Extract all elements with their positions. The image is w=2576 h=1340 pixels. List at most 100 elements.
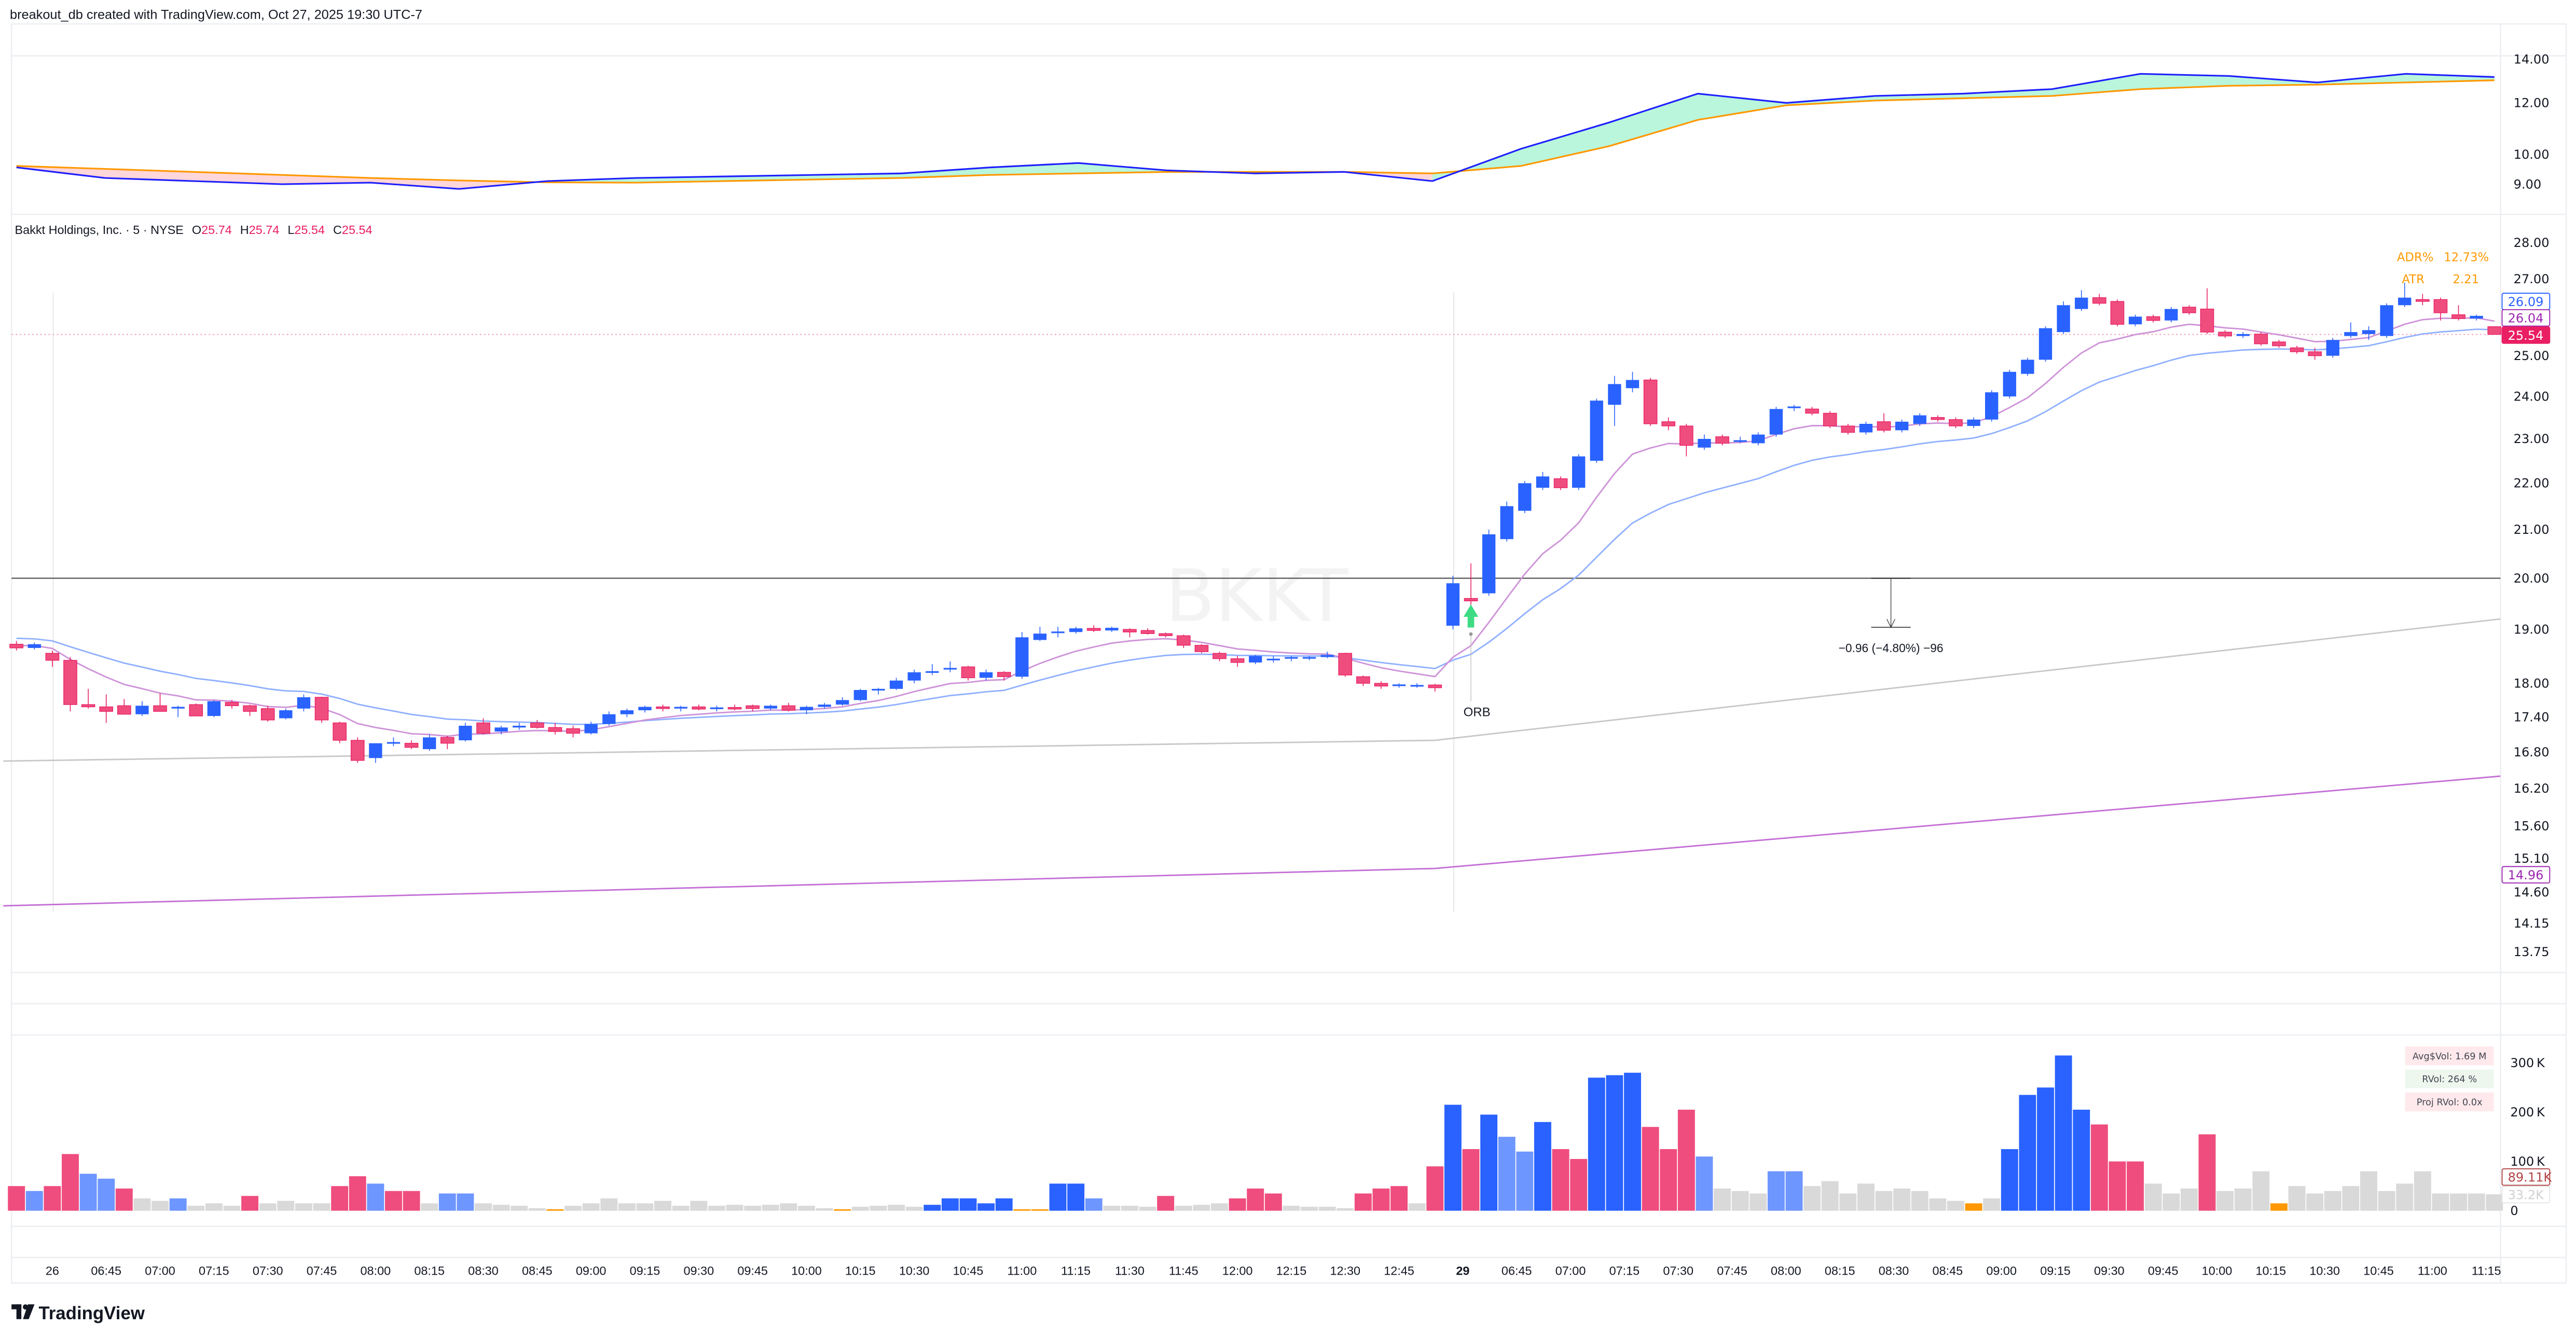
- candle: [2057, 301, 2070, 334]
- candle: [2362, 326, 2376, 340]
- volume-bar: [44, 1186, 61, 1211]
- candle: [350, 737, 365, 763]
- volume-bar: [2001, 1149, 2018, 1211]
- volume-bar: [1157, 1196, 1175, 1211]
- candle: [2218, 330, 2232, 338]
- price-axis-tick: 16.80: [2514, 745, 2550, 759]
- atr-label: ATR: [2402, 273, 2425, 286]
- price-axis[interactable]: 28.00 27.00 25.00 24.00 23.00 22.00 21.00 20.00…: [2501, 236, 2551, 959]
- candle-body: [2165, 309, 2178, 321]
- price-axis-tick: 15.10: [2514, 851, 2550, 866]
- candle: [1230, 656, 1245, 667]
- volume-bar: [1624, 1072, 1641, 1211]
- volume-bar: [2109, 1161, 2126, 1211]
- volume-bar: [133, 1198, 151, 1211]
- candle: [279, 708, 293, 720]
- volume-bar: [1031, 1209, 1049, 1211]
- candle-body: [2398, 297, 2412, 306]
- candle: [1895, 419, 1909, 433]
- volume-bar: [1767, 1171, 1785, 1211]
- candle: [260, 706, 275, 722]
- candle-body: [1123, 629, 1137, 632]
- time-axis[interactable]: 26 06:45 07:00 07:15 07:30 07:45 08:00 08:15 08:…: [46, 1264, 2501, 1277]
- candle-body: [1787, 406, 1801, 408]
- volume-bar: [870, 1206, 887, 1211]
- volume-bar: [2144, 1183, 2162, 1211]
- avg-dollar-vol: Avg$Vol: 1.69 M: [2413, 1052, 2487, 1062]
- close-label: C: [333, 223, 342, 237]
- volume-bar: [1480, 1114, 1498, 1211]
- volume-bar: [1803, 1186, 1821, 1211]
- volume-bar: [1103, 1206, 1121, 1211]
- time-axis-tick: 07:15: [1609, 1264, 1640, 1277]
- candle: [1715, 434, 1729, 446]
- volume-bar: [546, 1209, 564, 1211]
- time-axis-tick: 09:30: [2094, 1264, 2125, 1277]
- adr-atr-stats: ADR% 12.73% ATR 2.21: [2397, 251, 2489, 286]
- candle: [2398, 282, 2412, 307]
- time-axis-tick: 07:45: [1717, 1264, 1747, 1277]
- candle: [225, 700, 239, 709]
- volume-bar: [259, 1203, 277, 1211]
- candle-body: [1895, 421, 1909, 431]
- price-axis-tick: 18.00: [2514, 676, 2550, 690]
- tradingview-logo[interactable]: TradingView: [11, 1303, 145, 1323]
- candle: [476, 718, 490, 735]
- volume-bar: [1857, 1183, 1875, 1211]
- candle: [1500, 501, 1513, 542]
- candle-body: [997, 672, 1011, 678]
- candle: [1841, 423, 1855, 435]
- candle: [63, 657, 77, 712]
- price-axis-tick: 21.00: [2514, 522, 2550, 537]
- candle-body: [2326, 340, 2339, 356]
- time-axis-tick: 08:30: [468, 1264, 499, 1277]
- volume-bar: [1731, 1191, 1749, 1211]
- candle-body: [1230, 658, 1245, 663]
- candle: [81, 688, 95, 709]
- candle-body: [926, 671, 939, 673]
- volume-bar: [1175, 1206, 1192, 1211]
- candle: [1446, 575, 1460, 630]
- volume-bar: [2127, 1161, 2144, 1211]
- volume-bar: [1839, 1193, 1857, 1211]
- volume-bar: [1642, 1127, 1659, 1211]
- candle-body: [1500, 506, 1513, 540]
- volume-bar: [2019, 1095, 2036, 1211]
- volume-axis[interactable]: 300 K 200 K 100 K 0 89.11K 33.2K: [2501, 1056, 2553, 1218]
- volume-bar: [1696, 1156, 1713, 1211]
- volume-bar: [223, 1206, 241, 1211]
- indicator-fast-line: [16, 73, 2495, 190]
- orb-label: ORB: [1464, 706, 1491, 720]
- candle-body: [818, 704, 831, 707]
- candle-body: [1015, 637, 1029, 677]
- candle-body: [1140, 630, 1155, 634]
- indicator-pane[interactable]: [16, 73, 2495, 190]
- candle: [171, 706, 185, 717]
- candle: [872, 687, 885, 695]
- sma-purple-line: [3, 775, 2501, 907]
- candle-body: [45, 653, 60, 661]
- ema-slow-price-label: 26.09: [2501, 293, 2551, 310]
- volume-bar: [2414, 1171, 2431, 1211]
- candle: [1410, 683, 1424, 688]
- candle: [584, 722, 598, 735]
- candle-body: [2487, 326, 2502, 335]
- candle-body: [314, 697, 329, 721]
- volume-bar: [384, 1191, 402, 1211]
- candle: [1679, 423, 1693, 457]
- time-axis-tick: 06:45: [91, 1264, 121, 1277]
- time-axis-tick: 08:00: [361, 1264, 391, 1277]
- candle-body: [1626, 380, 1640, 389]
- candle-body: [530, 722, 544, 728]
- candle: [566, 725, 580, 738]
- volume-bar: [1965, 1203, 1982, 1211]
- time-axis-tick: 08:15: [1825, 1264, 1855, 1277]
- price-axis-tick: 28.00: [2514, 236, 2550, 250]
- volume-pane[interactable]: [8, 1055, 2503, 1211]
- volume-bar: [1337, 1208, 1354, 1211]
- indicator-price-axis[interactable]: 14.00 12.00 10.00 9.00: [2514, 52, 2550, 192]
- price-pane[interactable]: [3, 282, 2502, 912]
- volume-bar: [1714, 1189, 1731, 1211]
- candle-body: [1105, 628, 1119, 631]
